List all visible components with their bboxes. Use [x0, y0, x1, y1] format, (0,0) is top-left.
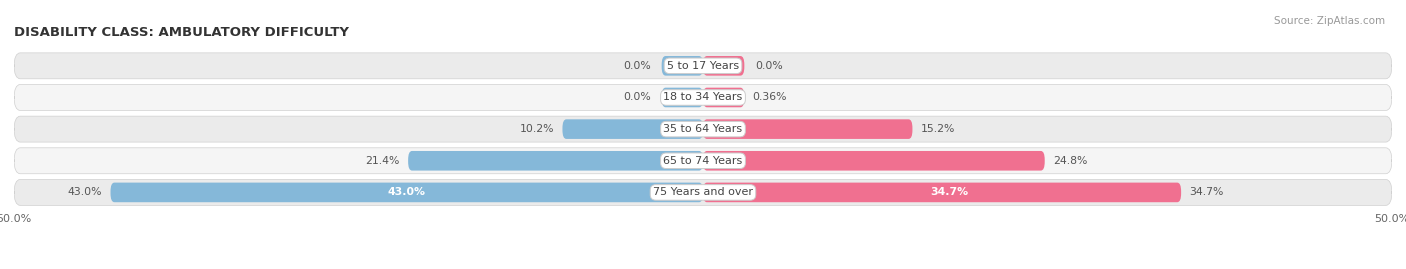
Text: 0.0%: 0.0%: [755, 61, 783, 71]
FancyBboxPatch shape: [562, 119, 703, 139]
Text: 0.0%: 0.0%: [623, 61, 651, 71]
Text: 10.2%: 10.2%: [520, 124, 554, 134]
FancyBboxPatch shape: [703, 88, 744, 107]
Text: 5 to 17 Years: 5 to 17 Years: [666, 61, 740, 71]
FancyBboxPatch shape: [408, 151, 703, 171]
FancyBboxPatch shape: [662, 88, 703, 107]
Text: 75 Years and over: 75 Years and over: [652, 187, 754, 197]
Text: 43.0%: 43.0%: [67, 187, 103, 197]
Text: 35 to 64 Years: 35 to 64 Years: [664, 124, 742, 134]
Text: 24.8%: 24.8%: [1053, 156, 1087, 166]
Text: 34.7%: 34.7%: [929, 187, 967, 197]
FancyBboxPatch shape: [703, 119, 912, 139]
Text: 15.2%: 15.2%: [921, 124, 955, 134]
FancyBboxPatch shape: [703, 183, 1181, 202]
FancyBboxPatch shape: [111, 183, 703, 202]
Text: 65 to 74 Years: 65 to 74 Years: [664, 156, 742, 166]
Text: 43.0%: 43.0%: [388, 187, 426, 197]
Text: 21.4%: 21.4%: [366, 156, 399, 166]
Legend: Male, Female: Male, Female: [637, 266, 769, 269]
Text: Source: ZipAtlas.com: Source: ZipAtlas.com: [1274, 16, 1385, 26]
FancyBboxPatch shape: [14, 148, 1392, 174]
Text: 18 to 34 Years: 18 to 34 Years: [664, 93, 742, 102]
FancyBboxPatch shape: [14, 84, 1392, 111]
FancyBboxPatch shape: [14, 116, 1392, 142]
FancyBboxPatch shape: [662, 56, 703, 76]
Text: 0.0%: 0.0%: [623, 93, 651, 102]
Text: 0.36%: 0.36%: [752, 93, 787, 102]
FancyBboxPatch shape: [14, 179, 1392, 206]
Text: DISABILITY CLASS: AMBULATORY DIFFICULTY: DISABILITY CLASS: AMBULATORY DIFFICULTY: [14, 26, 349, 39]
FancyBboxPatch shape: [14, 53, 1392, 79]
FancyBboxPatch shape: [703, 151, 1045, 171]
Text: 34.7%: 34.7%: [1189, 187, 1223, 197]
FancyBboxPatch shape: [703, 56, 744, 76]
